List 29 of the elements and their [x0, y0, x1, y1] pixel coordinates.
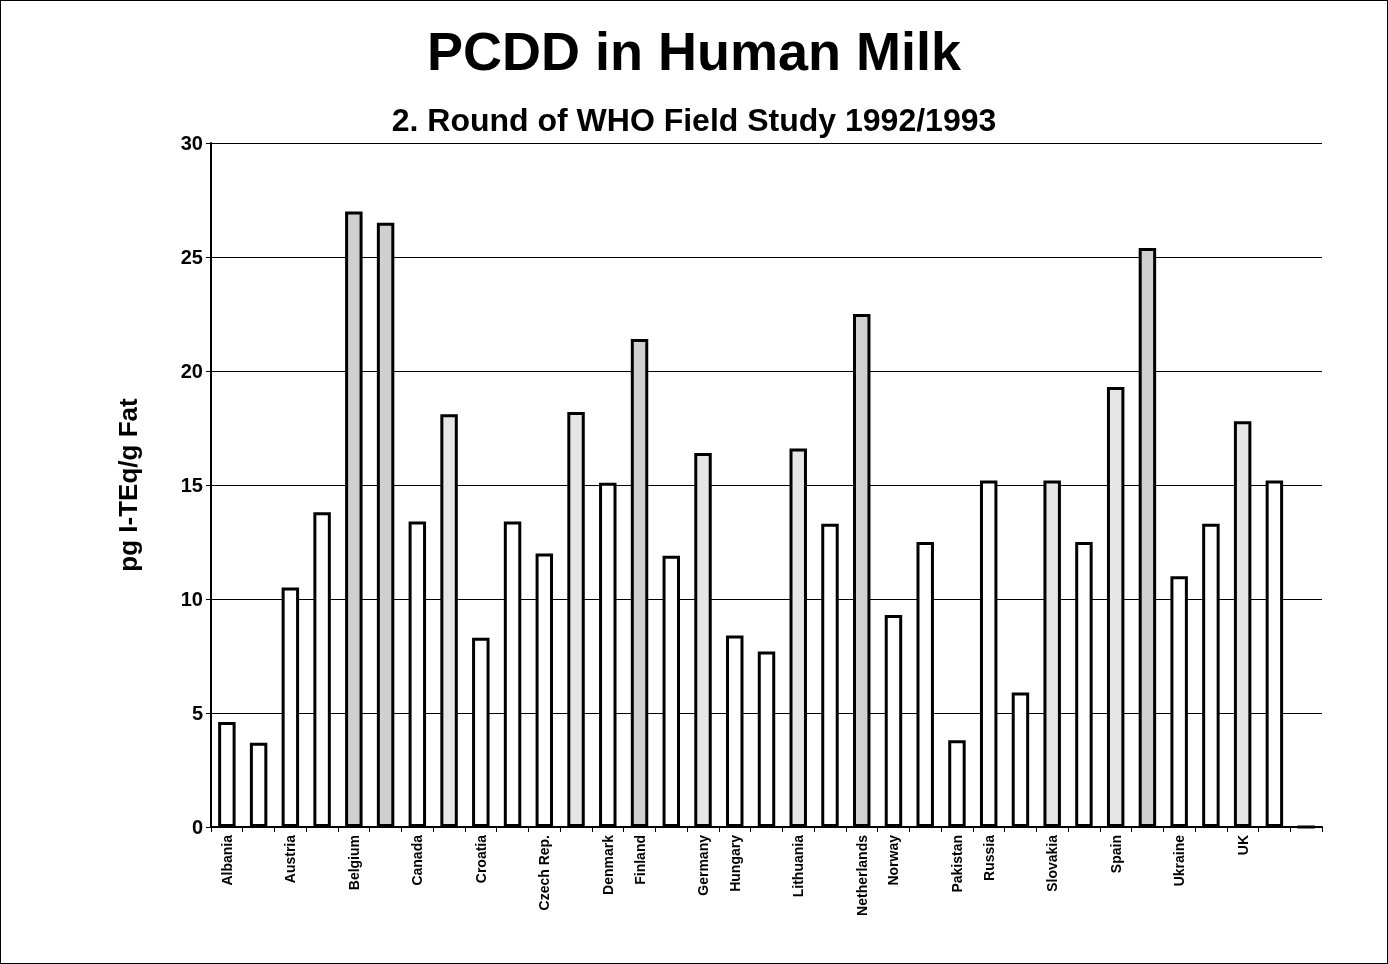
x-tick-label: Russia — [980, 834, 997, 881]
x-tick-label: Slovakia — [1044, 834, 1061, 892]
y-tick-label: 0 — [191, 816, 203, 838]
chart-subtitle: 2. Round of WHO Field Study 1992/1993 — [391, 102, 997, 138]
x-tick-label: Croatia — [472, 834, 489, 884]
x-tick-label: Spain — [1107, 835, 1124, 874]
x-tick-label: Germany — [695, 834, 712, 896]
y-axis-title: pg I-TEq/g Fat — [113, 398, 143, 572]
chart-title: PCDD in Human Milk — [426, 21, 962, 81]
x-tick-label: Ukraine — [1171, 834, 1188, 887]
y-tick-label: 20 — [180, 360, 203, 382]
x-tick-label: Denmark — [599, 834, 616, 895]
x-tick-label: UK — [1234, 835, 1251, 856]
y-tick-label: 25 — [180, 246, 203, 268]
x-tick-label: Finland — [631, 835, 648, 885]
x-tick-label: Norway — [885, 834, 902, 886]
x-tick-label: Albania — [218, 834, 235, 886]
y-tick-label: 15 — [180, 474, 203, 496]
x-tick-label: Czech Rep. — [536, 835, 553, 911]
x-tick-label: Austria — [282, 834, 299, 884]
x-tick-label: Belgium — [345, 835, 362, 891]
x-tick-label: Pakistan — [948, 835, 965, 893]
y-tick-label: 5 — [191, 702, 203, 724]
x-tick-label: Canada — [409, 834, 426, 886]
x-tick-label: Lithuania — [790, 834, 807, 898]
y-tick-label: 30 — [180, 132, 203, 154]
x-tick-label: Hungary — [726, 834, 743, 892]
y-tick-label: 10 — [180, 588, 203, 610]
x-tick-label: Netherlands — [853, 834, 870, 916]
